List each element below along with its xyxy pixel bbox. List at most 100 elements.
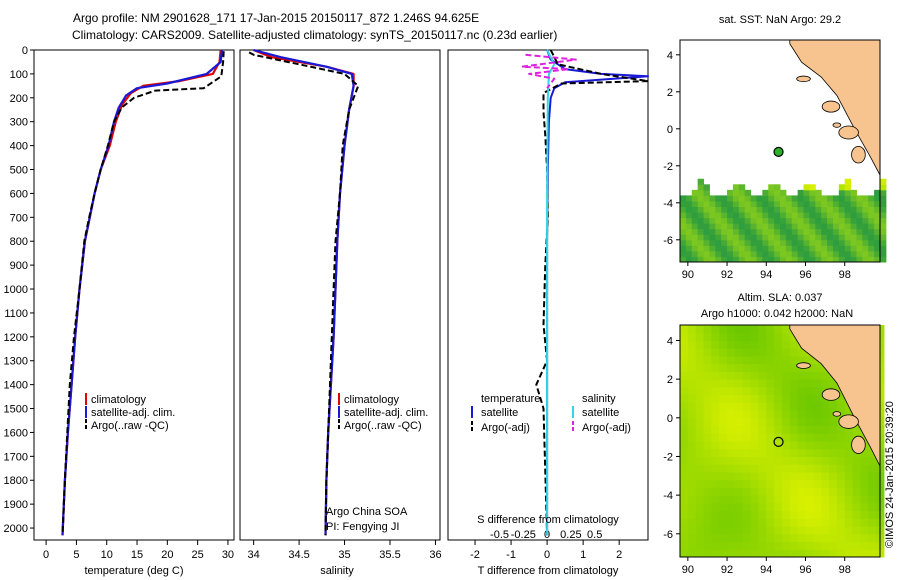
sla-cell <box>789 495 799 504</box>
sla-cell <box>868 487 877 496</box>
sst-cell <box>880 206 887 213</box>
sla-cell <box>758 502 767 512</box>
sla-cell <box>844 441 854 450</box>
sst-cell <box>727 234 734 241</box>
sla-cell <box>766 355 775 365</box>
sst-cell <box>868 234 875 241</box>
sla-cell <box>750 402 759 411</box>
sla-cell <box>680 348 689 357</box>
sla-cell <box>781 386 791 396</box>
sla-cell <box>687 425 697 434</box>
sla-cell <box>711 533 720 543</box>
sla-cell <box>750 394 759 403</box>
sla-cell <box>734 495 744 504</box>
sst-cell <box>680 195 687 202</box>
sst-cell <box>862 256 869 263</box>
sst-cell <box>715 223 722 230</box>
sst-cell <box>738 212 746 219</box>
sla-cell <box>750 379 759 388</box>
sla-cell <box>687 448 697 457</box>
sst-cell <box>732 195 740 202</box>
sla-cell <box>821 541 830 550</box>
sla-cell <box>758 510 767 519</box>
sla-cell <box>836 510 846 519</box>
sla-cell <box>781 394 791 403</box>
sla-cell <box>789 417 799 427</box>
sla-cell <box>868 479 877 488</box>
sst-cell <box>715 234 722 241</box>
sst-cell <box>721 234 728 241</box>
sst-cell <box>815 206 822 213</box>
sst-cell <box>750 223 757 230</box>
sla-cell <box>797 464 806 473</box>
sla-cell <box>766 471 775 481</box>
sst-cell <box>709 228 716 235</box>
sst-cell <box>709 212 716 219</box>
sst-cell <box>680 206 687 213</box>
sla-cell <box>711 410 720 419</box>
salinity-xlabel: salinity <box>320 565 354 577</box>
sla-cell <box>742 495 752 504</box>
map-y-tick-label: -6 <box>663 235 673 247</box>
sst-cell <box>697 200 705 207</box>
sla-cell <box>742 549 752 558</box>
sla-cell <box>687 402 697 411</box>
sst-cell <box>803 195 810 202</box>
sla-cell <box>813 394 822 403</box>
sla-cell <box>789 441 799 450</box>
sst-cell <box>697 256 705 263</box>
sla-cell <box>844 433 854 442</box>
sst-cell <box>815 250 822 257</box>
sst-cell <box>880 239 887 246</box>
sla-cell <box>868 533 877 543</box>
sla-cell <box>695 549 705 558</box>
sst-cell <box>785 212 793 219</box>
sst-cell <box>762 189 769 196</box>
sla-cell <box>695 456 705 465</box>
sst-cell <box>680 239 687 246</box>
sla-cell <box>829 441 838 450</box>
sla-cell <box>774 332 783 341</box>
sla-cell <box>844 487 854 496</box>
sst-cell <box>697 217 705 224</box>
sst-cell <box>703 184 710 191</box>
sla-cell <box>781 526 791 535</box>
sst-cell <box>844 245 852 252</box>
sla-cell <box>868 541 877 550</box>
sla-cell <box>781 464 791 473</box>
sla-cell <box>774 417 783 427</box>
sst-cell <box>780 256 787 263</box>
sst-cell <box>691 195 699 202</box>
sla-cell <box>711 448 720 457</box>
sla-cell <box>781 495 791 504</box>
y-tick-label: 1700 <box>4 451 28 463</box>
sst-cell <box>744 223 752 230</box>
sst-cell <box>768 245 775 252</box>
sla-cell <box>758 471 767 481</box>
annotation-pi: PI: Fengying JI <box>326 521 399 533</box>
sla-cell <box>836 495 846 504</box>
sla-cell <box>680 456 689 465</box>
sla-cell <box>860 464 869 473</box>
sst-cell <box>768 234 775 241</box>
sst-cell <box>738 245 746 252</box>
sla-cell <box>719 379 728 388</box>
sst-cell <box>838 217 846 224</box>
sst-cell <box>874 250 881 257</box>
sla-cell <box>789 502 799 512</box>
sla-cell <box>711 510 720 519</box>
sst-cell <box>727 217 734 224</box>
sla-cell <box>781 355 791 365</box>
sla-cell <box>797 487 806 496</box>
sst-cell <box>691 228 699 235</box>
sst-cell <box>727 245 734 252</box>
sst-cell <box>791 239 799 246</box>
sst-cell <box>768 184 775 191</box>
sla-cell <box>687 456 697 465</box>
sla-cell <box>687 526 697 535</box>
sla-cell <box>680 355 689 365</box>
sst-cell <box>880 250 887 257</box>
sla-cell <box>680 340 689 349</box>
sst-cell <box>691 189 699 196</box>
sst-cell <box>780 189 787 196</box>
